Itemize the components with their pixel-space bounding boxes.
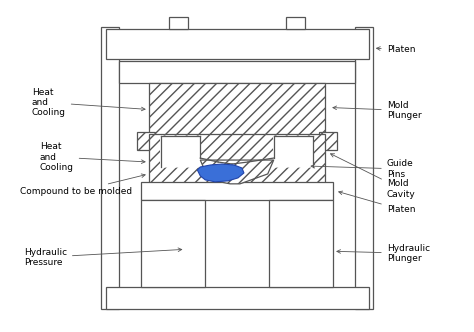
Bar [301, 147, 308, 192]
Bar [319, 132, 337, 150]
Text: Mold
Plunger: Mold Plunger [333, 101, 421, 120]
Bar [355, 27, 373, 309]
Text: Hydraulic
Plunger: Hydraulic Plunger [337, 244, 430, 263]
Bar [269, 200, 333, 287]
Bar [149, 134, 325, 184]
Bar [149, 83, 325, 136]
Bar [286, 17, 305, 29]
Bar [141, 182, 333, 200]
Polygon shape [161, 136, 313, 167]
Text: Hydraulic
Pressure: Hydraulic Pressure [24, 248, 182, 267]
Bar [141, 200, 205, 287]
Polygon shape [201, 160, 273, 184]
Text: Compound to be molded: Compound to be molded [20, 174, 145, 196]
Text: Platen: Platen [376, 45, 415, 54]
Text: Mold
Cavity: Mold Cavity [330, 154, 416, 199]
Text: Heat
and
Cooling: Heat and Cooling [40, 142, 145, 172]
Bar [101, 27, 119, 309]
Text: Platen: Platen [339, 191, 415, 214]
Bar [166, 146, 308, 160]
Bar [106, 29, 369, 59]
Text: Heat
and
Cooling: Heat and Cooling [32, 88, 145, 118]
Bar [166, 147, 173, 192]
Bar [119, 61, 355, 83]
Bar [169, 17, 188, 29]
Text: Guide
Pins: Guide Pins [311, 159, 413, 179]
Bar [137, 132, 155, 150]
Bar [106, 287, 369, 309]
Polygon shape [197, 164, 244, 182]
